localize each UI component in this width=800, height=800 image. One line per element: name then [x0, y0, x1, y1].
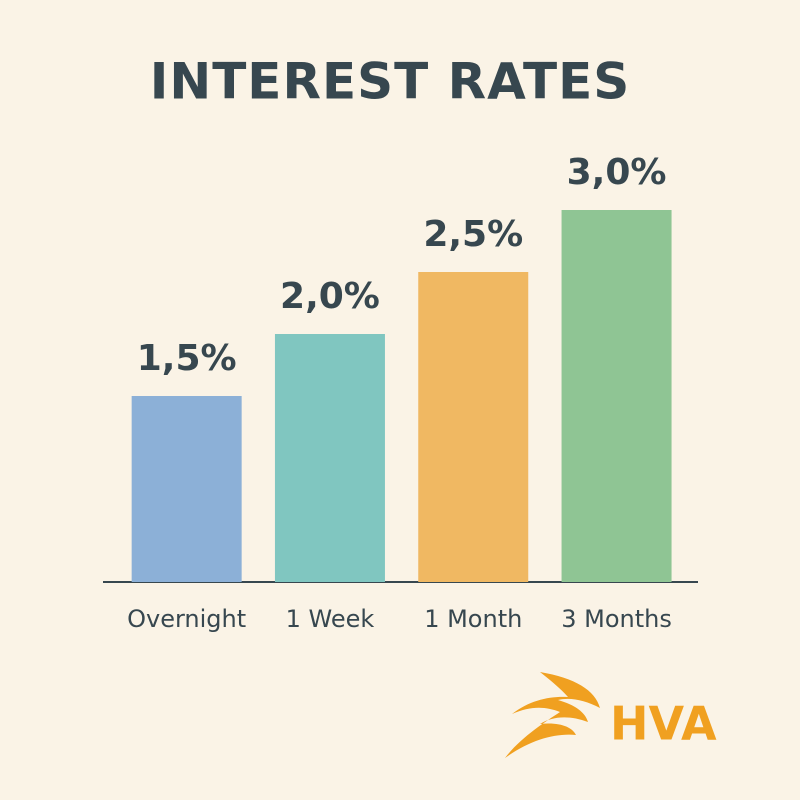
logo-mark — [505, 672, 600, 758]
bar — [561, 210, 672, 582]
value-label: 2,5% — [423, 214, 523, 255]
x-tick-label: 3 Months — [561, 605, 672, 633]
bar — [274, 334, 385, 582]
x-tick-label: 1 Week — [286, 605, 375, 633]
value-label: 3,0% — [567, 152, 667, 193]
logo-bird — [505, 672, 600, 758]
chart-title: INTEREST RATES — [150, 53, 630, 111]
x-tick-label: Overnight — [127, 605, 246, 633]
x-tick-label: 1 Month — [424, 605, 522, 633]
value-label: 1,5% — [137, 338, 237, 379]
bar — [131, 396, 242, 582]
bar — [418, 272, 529, 582]
value-label: 2,0% — [280, 276, 380, 317]
logo-text: HVA — [610, 697, 717, 751]
